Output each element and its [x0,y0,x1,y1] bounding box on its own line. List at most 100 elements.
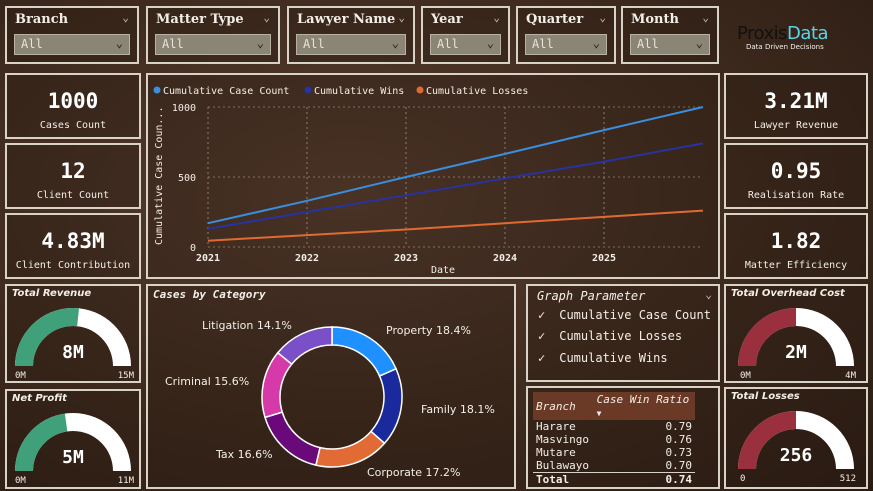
gauge-value: 2M [785,342,807,363]
kpi-cases-count: 1000 Cases Count [5,73,141,139]
gauge-fill [15,413,68,471]
legend-case-count[interactable]: Cumulative Case Count [163,86,289,97]
slicer-year[interactable]: Year ⌄ All ⌄ [421,6,510,64]
cumulative-line-chart[interactable]: Cumulative Case Count Cumulative Wins Cu… [146,73,720,279]
chevron-down-icon: ⌄ [695,36,703,50]
table-row: Harare 0.79 [533,420,695,433]
chevron-down-icon[interactable]: ⌄ [398,11,405,24]
legend-marker-case-count [153,86,161,94]
gauge-max: 512 [840,474,856,484]
gauge-max: 15M [118,371,135,381]
checkbox-icon[interactable]: ✓ [538,351,546,365]
gauge-max: 4M [845,371,856,381]
column-header-win-ratio[interactable]: Case Win Ratio ▼ [594,392,695,420]
checkbox-icon[interactable]: ✓ [538,329,546,343]
legend-marker-losses [416,86,424,94]
legend-losses[interactable]: Cumulative Losses [426,86,528,97]
kpi-label: Matter Efficiency [744,260,848,271]
gauge-fill [738,411,796,469]
series-line-cumulative-wins[interactable] [207,142,704,230]
chevron-down-icon[interactable]: ⌄ [493,11,500,24]
slicer-title: Quarter [526,12,584,27]
checkbox-icon[interactable]: ✓ [538,308,546,322]
slicer-matter-type[interactable]: Matter Type ⌄ All ⌄ [146,6,280,64]
dropdown-value: All [532,37,554,51]
logo-part2: Data [787,23,829,44]
slicer-lawyer-name[interactable]: Lawyer Name ⌄ All ⌄ [287,6,415,64]
chevron-down-icon[interactable]: ⌄ [122,11,129,24]
label-corporate: Corporate 17.2% [367,466,460,479]
sort-desc-icon[interactable]: ▼ [596,409,602,418]
series-line-cumulative-case-count[interactable] [207,106,704,225]
kpi-label: Lawyer Revenue [753,120,839,131]
gauge-min: 0M [15,371,26,381]
donut-slice-family[interactable] [369,367,403,445]
win-ratio-table: Branch Case Win Ratio ▼ Harare 0.79 Masvin… [533,392,695,486]
quarter-dropdown[interactable]: All ⌄ [525,34,607,55]
kpi-value: 3.21M [764,89,828,113]
x-tick-label: 2023 [394,253,418,264]
y-tick-label: 1000 [172,103,196,114]
kpi-label: Client Contribution [15,260,131,271]
kpi-client-contribution: 4.83M Client Contribution [5,213,141,279]
donut-slice-corporate[interactable] [314,430,386,468]
x-tick-label: 2022 [295,253,319,264]
month-dropdown[interactable]: All ⌄ [630,34,710,55]
cases-by-category-chart[interactable]: Cases by Category Property 18.4% Family … [146,284,516,489]
gauge-svg: 2M 0M 4M [738,308,857,381]
slicer-quarter[interactable]: Quarter ⌄ All ⌄ [516,6,616,64]
y-tick-label: 500 [178,173,196,184]
cell-ratio: 0.73 [665,446,693,459]
gauge-title: Total Overhead Cost [731,288,845,299]
chevron-down-icon[interactable]: ⌄ [263,11,270,24]
column-header-branch[interactable]: Branch [536,399,576,413]
label-family: Family 18.1% [421,403,495,416]
slicer-title: Matter Type [156,12,244,27]
year-dropdown[interactable]: All ⌄ [430,34,501,55]
slicer-month[interactable]: Month ⌄ All ⌄ [621,6,719,64]
kpi-label: Realisation Rate [747,190,845,201]
gauge-title: Net Profit [12,393,67,404]
slicer-branch[interactable]: Branch ⌄ All ⌄ [5,6,139,64]
gauge-title: Total Losses [731,391,800,402]
donut-slice-criminal[interactable] [261,351,293,419]
donut-slice-litigation[interactable] [276,326,333,366]
kpi-value: 4.83M [41,229,105,253]
cell-ratio: 0.76 [665,433,693,446]
option-cumulative-wins[interactable]: ✓ Cumulative Wins [538,351,668,365]
gauge-value: 256 [780,445,813,466]
chevron-down-icon[interactable]: ⌄ [702,11,709,24]
header-label: Case Win Ratio [596,393,690,406]
x-tick-label: 2021 [196,253,220,264]
chevron-down-icon[interactable]: ⌄ [599,11,606,24]
graph-parameter-title: Graph Parameter [537,289,646,303]
gauge-min: 0M [740,371,751,381]
line-chart-svg: Cumulative Case Count Cumulative Wins Cu… [153,86,704,276]
series-line-cumulative-losses[interactable] [207,209,704,242]
option-cumulative-case-count[interactable]: ✓ Cumulative Case Count [538,308,711,322]
donut-svg: Property 18.4% Family 18.1% Corporate 17… [165,319,495,479]
kpi-lawyer-revenue: 3.21M Lawyer Revenue [724,73,868,139]
lawyer-name-dropdown[interactable]: All ⌄ [296,34,406,55]
donut-slices [261,326,403,468]
donut-slice-tax[interactable] [264,411,321,467]
x-axis-label: Date [431,265,455,276]
label-property: Property 18.4% [386,324,471,337]
table-total-row: Total 0.74 [533,472,695,486]
kpi-value: 12 [60,159,86,183]
graph-parameter-slicer[interactable]: Graph Parameter ⌄ ✓ Cumulative Case Coun… [526,284,720,382]
label-tax: Tax 16.6% [215,448,273,461]
kpi-matter-efficiency: 1.82 Matter Efficiency [724,213,868,279]
matter-type-dropdown[interactable]: All ⌄ [155,34,271,55]
legend-wins[interactable]: Cumulative Wins [314,86,404,97]
branch-dropdown[interactable]: All ⌄ [14,34,130,55]
cell-branch: Bulawayo [536,459,589,472]
gauge-value: 8M [62,342,84,363]
logo: ProxisData [737,23,829,44]
y-axis-label: Cumulative Case Coun... [154,107,165,245]
x-tick-label: 2025 [592,253,616,264]
option-cumulative-losses[interactable]: ✓ Cumulative Losses [538,329,682,343]
chevron-down-icon[interactable]: ⌄ [705,288,712,301]
dropdown-value: All [637,37,659,51]
gauge-fill [15,307,79,366]
